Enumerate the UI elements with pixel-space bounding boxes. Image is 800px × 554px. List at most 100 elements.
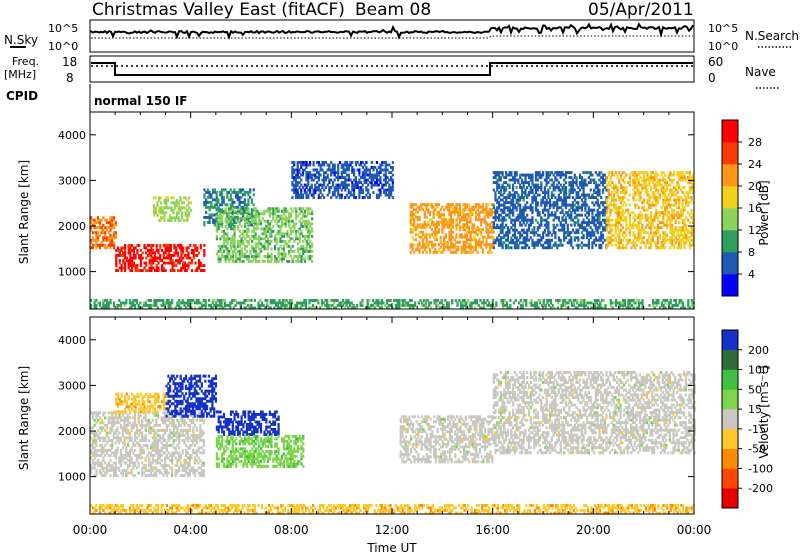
x-tick-label: 20:00 — [576, 523, 611, 537]
colorbar-segment — [722, 208, 738, 231]
colorbar-segment — [722, 230, 738, 253]
y-tick-label: 3000 — [58, 174, 86, 187]
colorbar-segment — [722, 369, 738, 390]
velocity-panel-frame — [89, 316, 695, 515]
x-tick-label: 04:00 — [173, 523, 208, 537]
xlabel: Time UT — [366, 541, 417, 554]
y-tick-label: 4000 — [58, 334, 86, 347]
power-echo-region — [605, 171, 695, 250]
colorbar-segment — [722, 274, 738, 297]
colorbar-segment — [722, 488, 738, 509]
noise-panel — [89, 19, 695, 53]
colorbar-tick-label: 100 — [748, 364, 769, 377]
velocity-heatmap — [90, 371, 696, 515]
colorbar-segment — [722, 164, 738, 187]
power-echo-region — [492, 171, 608, 250]
x-tick-label: 08:00 — [274, 523, 309, 537]
cpid-value: normal 150 IF — [94, 94, 188, 108]
colorbar-segment — [722, 142, 738, 165]
freq-trace — [91, 62, 693, 76]
colorbar-segment — [722, 389, 738, 410]
power-echo-region — [90, 299, 695, 310]
colorbar-segment — [722, 120, 738, 143]
velocity-echo-region — [215, 434, 305, 468]
nave-tick-low: 0 — [708, 71, 716, 85]
colorbar-tick-label: 12 — [748, 224, 762, 237]
velocity-echo-region — [90, 411, 205, 477]
freq-unit: [MHz] — [4, 68, 36, 81]
y-tick-label: 4000 — [58, 129, 86, 142]
colorbar-tick-label: 4 — [748, 268, 755, 281]
nsearch-trace — [91, 35, 693, 39]
colorbar-tick-label: 20 — [748, 180, 762, 193]
power-colorbar-label: Power [dB] — [757, 180, 771, 245]
y-tick-label: 1000 — [58, 471, 86, 484]
power-y-axis: 1000 2000 3000 4000 — [58, 129, 694, 279]
velocity-echo-region — [399, 415, 494, 464]
nave-label: Nave — [745, 65, 776, 79]
colorbar-segment — [722, 186, 738, 209]
power-x-axis — [89, 112, 695, 309]
velocity-x-axis — [89, 317, 695, 514]
nave-tick-high: 60 — [708, 55, 723, 69]
noise-tick-low-right: 10^0 — [708, 40, 738, 53]
colorbar-segment — [722, 468, 738, 489]
colorbar-segment — [722, 252, 738, 275]
colorbar-tick-label: -200 — [748, 482, 773, 495]
power-ylabel: Slant Range [km] — [17, 160, 31, 264]
beam-label: Beam 08 — [355, 0, 431, 20]
power-echo-region — [291, 161, 394, 199]
power-echo-region — [90, 216, 117, 250]
y-tick-label: 1000 — [58, 266, 86, 279]
nsky-label: N.Sky — [4, 33, 38, 47]
velocity-echo-region — [215, 410, 280, 436]
colorbar-tick-label: 50 — [748, 383, 762, 396]
freq-panel — [89, 55, 695, 83]
nsearch-label: N.Search — [745, 29, 799, 43]
noise-tick-low-left: 10^0 — [48, 40, 78, 53]
x-tick-label: 00:00 — [73, 523, 108, 537]
x-tick-label: 16:00 — [475, 523, 510, 537]
noise-tick-high-left: 10^5 — [48, 22, 78, 35]
colorbar-segment — [722, 428, 738, 449]
colorbar-tick-label: 200 — [748, 344, 769, 357]
y-tick-label: 2000 — [58, 425, 86, 438]
cpid-label: CPID — [6, 89, 38, 103]
plot-title: Christmas Valley East (fitACF) — [92, 0, 345, 20]
freq-tick-high: 18 — [62, 55, 77, 69]
plot-date: 05/Apr/2011 — [588, 0, 694, 20]
colorbar-tick-label: 8 — [748, 246, 755, 259]
y-tick-label: 2000 — [58, 220, 86, 233]
power-colorbar: 4 8 12 16 20 24 28 — [721, 119, 762, 297]
freq-tick-low: 8 — [66, 71, 74, 85]
velocity-ylabel: Slant Range [km] — [17, 366, 31, 470]
colorbar-tick-label: 15 — [748, 403, 762, 416]
colorbar-segment — [722, 409, 738, 430]
colorbar-tick-label: -50 — [748, 443, 766, 456]
power-heatmap — [90, 161, 695, 310]
x-tick-label: 12:00 — [375, 523, 410, 537]
power-echo-region — [115, 244, 206, 272]
x-tick-label: 00:00 — [677, 523, 712, 537]
power-echo-region — [215, 207, 314, 263]
colorbar-tick-label: 28 — [748, 136, 762, 149]
colorbar-tick-label: 24 — [748, 158, 762, 171]
colorbar-tick-label: -15 — [748, 423, 766, 436]
velocity-y-axis: 1000 2000 3000 4000 — [58, 334, 694, 484]
velocity-echo-region — [115, 392, 167, 414]
y-tick-label: 3000 — [58, 379, 86, 392]
velocity-colorbar: 200 100 50 15 -15 -50 -100 -200 — [721, 329, 773, 509]
colorbar-tick-label: 16 — [748, 202, 762, 215]
freq-label: Freq. — [12, 55, 39, 68]
time-axis-labels: 00:00 04:00 08:00 12:00 16:00 20:00 00:00 — [73, 523, 712, 537]
noise-tick-high-right: 10^5 — [708, 22, 738, 35]
colorbar-segment — [722, 330, 738, 351]
colorbar-segment — [722, 448, 738, 469]
velocity-echo-region — [165, 374, 217, 418]
colorbar-tick-label: -100 — [748, 462, 773, 475]
velocity-colorbar-label: Velocity [m s⁻¹] — [757, 365, 771, 458]
colorbar-segment — [722, 349, 738, 370]
power-echo-region — [409, 203, 495, 254]
velocity-echo-region — [492, 371, 696, 455]
